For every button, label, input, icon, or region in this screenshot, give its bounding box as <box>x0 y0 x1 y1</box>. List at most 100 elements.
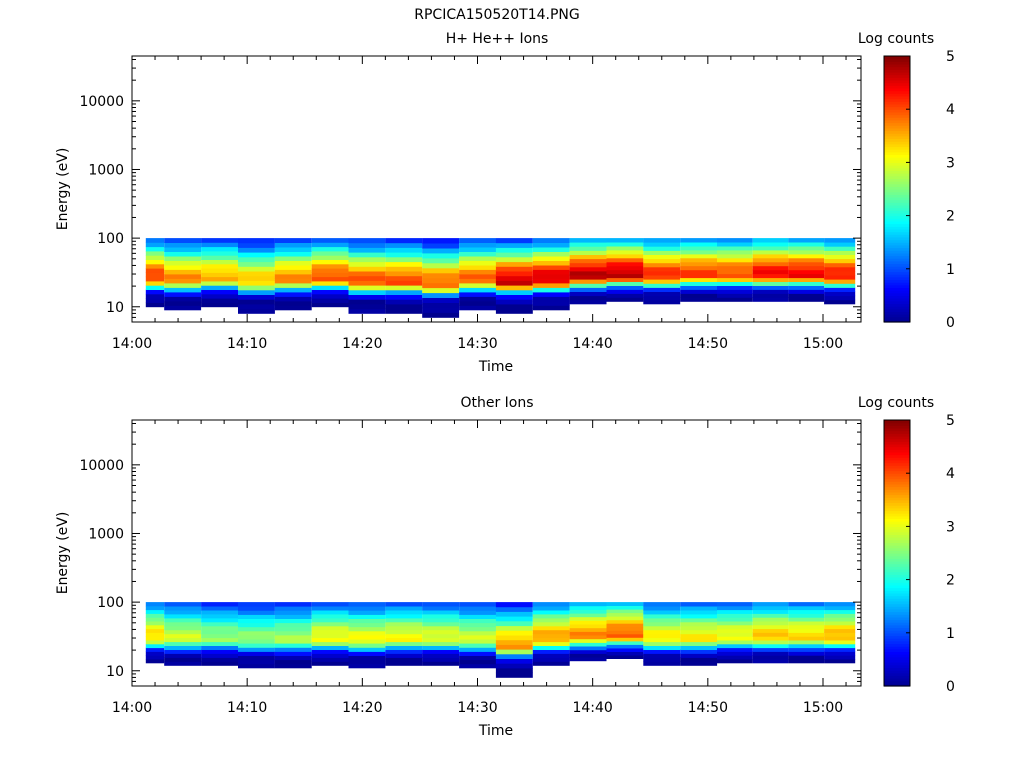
heatmap-cell <box>606 605 644 610</box>
heatmap-cell <box>788 632 825 637</box>
heatmap-cell <box>606 273 644 279</box>
heatmap-cell <box>164 260 202 266</box>
heatmap-cell <box>145 624 165 630</box>
colorbar-swatch <box>884 566 910 570</box>
heatmap-cell <box>606 297 644 302</box>
panel-1-colorbar: 0 1 2 3 4 5 <box>883 49 955 331</box>
heatmap-cell <box>238 299 275 305</box>
heatmap-cell <box>495 294 533 300</box>
sweep-15 <box>680 602 718 666</box>
heatmap-cell <box>717 253 753 259</box>
colorbar-swatch <box>884 191 910 195</box>
panel-2-y-axis-label: Energy (eV) <box>55 512 71 595</box>
colorbar-swatch <box>884 255 910 259</box>
heatmap-cell <box>680 281 718 286</box>
colorbar-frame <box>883 55 911 323</box>
heatmap-cell <box>717 238 753 243</box>
heatmap-cell <box>824 258 856 264</box>
heatmap-cell <box>274 292 312 297</box>
heatmap-cell <box>752 624 789 630</box>
heatmap-cell <box>717 261 753 267</box>
sweep-6 <box>348 602 386 669</box>
colorbar-swatch <box>884 635 910 639</box>
heatmap-cell <box>606 630 644 635</box>
colorbar-swatch <box>884 263 910 267</box>
heatmap-cell <box>495 621 533 627</box>
heatmap-cell <box>717 659 753 664</box>
heatmap-cell <box>643 275 681 280</box>
heatmap-cell <box>238 304 275 310</box>
heatmap-cell <box>680 606 718 611</box>
heatmap-cell <box>422 610 460 615</box>
heatmap-cell <box>788 659 825 664</box>
heatmap-cell <box>569 642 607 647</box>
heatmap-cell <box>311 246 349 252</box>
heatmap-cell <box>495 672 533 678</box>
colorbar-swatch <box>884 603 910 607</box>
colorbar-swatch <box>884 505 910 509</box>
sweep-5 <box>311 602 349 666</box>
heatmap-cell <box>532 661 570 666</box>
colorbar-swatch <box>884 651 910 655</box>
heatmap-cell <box>643 614 681 619</box>
colorbar-swatch <box>884 207 910 211</box>
sweep-9 <box>459 602 496 669</box>
heatmap-cell <box>238 285 275 291</box>
colorbar-swatch <box>884 178 910 182</box>
heatmap-cell <box>680 273 718 279</box>
colorbar-swatch <box>884 598 910 602</box>
heatmap-cell <box>311 661 349 666</box>
heatmap-cell <box>145 255 165 260</box>
heatmap-cell <box>348 299 386 305</box>
heatmap-cell <box>385 629 423 635</box>
heatmap-cell <box>788 640 825 645</box>
heatmap-cell <box>145 242 165 248</box>
heatmap-cell <box>164 617 202 623</box>
heatmap-cell <box>824 605 856 611</box>
heatmap-cell <box>274 647 312 652</box>
heatmap-cell <box>164 305 202 311</box>
colorbar-swatch <box>884 545 910 549</box>
y-tick-label: 10 <box>106 300 124 316</box>
colorbar-swatch <box>884 303 910 307</box>
heatmap-cell <box>717 285 753 290</box>
sweep-12 <box>569 602 607 662</box>
colorbar-tick-label: 2 <box>946 209 955 225</box>
heatmap-cell <box>532 305 570 311</box>
heatmap-cell <box>606 242 644 247</box>
colorbar-swatch <box>884 467 910 472</box>
colorbar-swatch <box>884 282 910 286</box>
heatmap-cell <box>569 287 607 292</box>
colorbar-swatch <box>884 306 910 310</box>
heatmap-cell <box>385 614 423 619</box>
heatmap-cell <box>788 277 825 282</box>
panel-2-x-axis-label: Time <box>478 723 513 739</box>
heatmap-cell <box>238 663 275 669</box>
sweep-18 <box>788 602 825 664</box>
heatmap-cell <box>788 242 825 247</box>
heatmap-cell <box>788 297 825 302</box>
heatmap-cell <box>201 625 238 631</box>
heatmap-cell <box>752 655 789 660</box>
heatmap-cell <box>606 633 644 638</box>
heatmap-cell <box>680 637 718 643</box>
heatmap-cell <box>532 247 570 252</box>
heatmap-cell <box>680 641 718 646</box>
heatmap-cell <box>569 616 607 621</box>
heatmap-cell <box>680 261 718 267</box>
colorbar-swatch <box>884 420 910 424</box>
colorbar-swatch <box>884 446 910 450</box>
heatmap-cell <box>532 278 570 284</box>
sweep-12 <box>569 238 607 305</box>
panel-h-he-ions: H+ He++ Ions Log counts Energy (eV) Time… <box>55 31 955 375</box>
heatmap-cell <box>385 606 423 611</box>
colorbar-swatch <box>884 435 910 440</box>
heatmap-cell <box>680 653 718 658</box>
heatmap-cell <box>788 602 825 607</box>
heatmap-cell <box>274 269 312 275</box>
heatmap-cell <box>824 651 856 656</box>
heatmap-cell <box>422 645 460 650</box>
heatmap-cell <box>495 668 533 674</box>
sweep-16 <box>717 238 753 302</box>
